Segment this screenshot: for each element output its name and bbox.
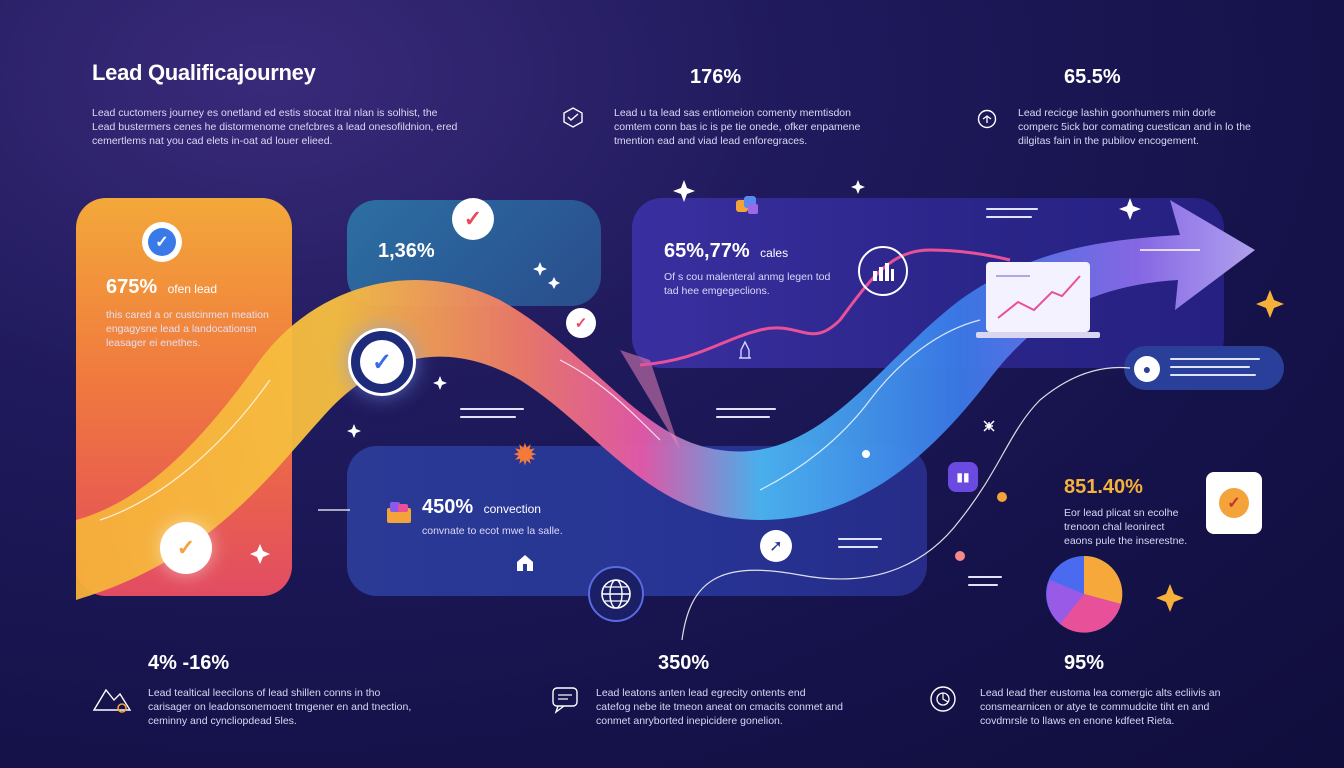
top-stat-text: Lead u ta lead sas entiomeion comenty me… — [614, 106, 884, 148]
bottom-stat-value: 4% -16% — [148, 652, 230, 674]
location-pin-icon: ● — [1134, 356, 1160, 382]
desc-line: tmention ead and viad lead enforegraces. — [614, 135, 808, 147]
text-placeholder-lines — [460, 408, 524, 418]
bottom-stat-value: 95% — [1064, 652, 1105, 674]
right-stat-text: Eor lead plicat sn ecolhe trenoon chal l… — [1064, 506, 1204, 548]
teal-card-stat: 1,36% — [378, 240, 435, 262]
top-stat-value: 176% — [690, 66, 742, 88]
desc-line: tad hee emgegeclions. — [664, 285, 770, 297]
desc-line: trenoon chal leonirect — [1064, 521, 1165, 533]
intro-line: cemertlems nat you cad elets in-oat ad l… — [92, 135, 333, 147]
bottom-stat-text: Lead lead ther eustoma lea comergic alts… — [980, 686, 1280, 728]
gift-box-icon — [387, 502, 411, 523]
check-badge-icon: ✓ — [566, 308, 596, 338]
desc-line: dilgitas fain in the pubilov encogement. — [1018, 135, 1199, 147]
stat-suffix: ofen lead — [167, 282, 217, 296]
pie-chart-icon — [1046, 555, 1123, 633]
right-stat-value: 851.40% — [1064, 476, 1143, 498]
desc-line: conmet anryborted inepicidere gonelion. — [596, 715, 783, 727]
desc-line: consmearnicen or atye te commudcite tiht… — [980, 701, 1210, 713]
desc-line: comtem conn bas ic is pe tie onede, ofke… — [614, 121, 861, 133]
purple-card-text: Of s cou malenteral anmg legen tod tad h… — [664, 270, 864, 298]
text-placeholder-lines — [838, 538, 882, 548]
desc-line: catefog nebe ite tmeon aneat on cmacits … — [596, 701, 843, 713]
house-icon — [517, 555, 533, 571]
text-placeholder-lines — [1170, 358, 1260, 376]
top-stat-text: Lead recicge lashin goonhumers min dorle… — [1018, 106, 1288, 148]
bottom-stat-text: Lead leatons anten lead egrecity ontents… — [596, 686, 876, 728]
stat-value: 65%,77% — [664, 240, 750, 262]
desc-line: Lead lead ther eustoma lea comergic alts… — [980, 687, 1221, 699]
desc-line: carisager on leadonsonemoent tmgener en … — [148, 701, 412, 713]
brain-gears-icon — [977, 109, 997, 129]
desc-line: eaons pule the inserestne. — [1064, 535, 1188, 547]
bottom-stat-value: 350% — [658, 652, 710, 674]
blue-card-stat: 450% convection — [422, 496, 541, 519]
intro-line: Lead cuctomers journey es onetland ed es… — [92, 107, 438, 119]
desc-line: engagysne lead a landocationsn — [106, 323, 257, 335]
desc-line: convnate to ecot mwe la salle. — [422, 525, 563, 537]
lightbulb-icon — [736, 196, 758, 214]
stat-value: 450% — [422, 496, 474, 518]
video-icon: ▮▮ — [948, 462, 978, 492]
target-cycle-icon — [930, 686, 956, 712]
stat-suffix: cales — [760, 246, 789, 260]
check-badge-icon: ✓ — [348, 328, 416, 396]
desc-line: Lead recicge lashin goonhumers min dorle — [1018, 107, 1216, 119]
top-stat-value: 65.5% — [1064, 66, 1121, 88]
text-placeholder-lines — [986, 208, 1038, 218]
check-badge-icon: ✓ — [452, 198, 494, 240]
stat-value: 675% — [106, 276, 158, 298]
digital-cube-icon — [563, 107, 583, 128]
page-title: Lead Qualificajourney — [92, 60, 316, 85]
clipboard-check-icon: ✓ — [1206, 472, 1262, 534]
desc-line: ceminny and cyncliopdead 5les. — [148, 715, 297, 727]
desc-line: leasager ei enethes. — [106, 337, 201, 349]
text-placeholder-lines — [716, 408, 776, 418]
desc-line: covdmrsle to llaws en enone kdfeet Rieta… — [980, 715, 1175, 727]
globe-icon — [588, 566, 644, 622]
orange-card-text: this cared a or custcinmen meation engag… — [106, 308, 286, 350]
check-badge-icon: ✓ — [160, 522, 212, 574]
desc-line: Lead u ta lead sas entiomeion comenty me… — [614, 107, 851, 119]
gear-icon: ✹ — [512, 438, 538, 472]
cursor-icon: ➚ — [760, 530, 792, 562]
chat-bubble-icon — [552, 687, 578, 714]
purple-card-stat: 65%,77% cales — [664, 240, 788, 263]
desc-line: Lead leatons anten lead egrecity ontents… — [596, 687, 806, 699]
blue-card-text: convnate to ecot mwe la salle. — [422, 524, 622, 538]
orange-card-stat: 675% ofen lead — [106, 276, 217, 299]
rocket-icon — [739, 340, 751, 359]
desc-line: comperc 5ick bor comating cuestican and … — [1018, 121, 1251, 133]
mountain-path-icon — [92, 688, 132, 713]
laptop-chart-icon — [976, 262, 1100, 338]
check-badge-icon: ✓ — [142, 222, 182, 262]
bottom-stat-text: Lead tealtical leecilons of lead shillen… — [148, 686, 448, 728]
desc-line: Lead tealtical leecilons of lead shillen… — [148, 687, 381, 699]
desc-line: Of s cou malenteral anmg legen tod — [664, 271, 831, 283]
bar-chart-icon — [858, 246, 908, 296]
stat-suffix: convection — [483, 502, 541, 516]
desc-line: this cared a or custcinmen meation — [106, 309, 269, 321]
desc-line: Eor lead plicat sn ecolhe — [1064, 507, 1179, 519]
intro-line: Lead bustermers cenes he distormenome cn… — [92, 121, 458, 133]
intro-text: Lead cuctomers journey es onetland ed es… — [92, 106, 492, 148]
text-placeholder-lines — [968, 576, 1002, 586]
